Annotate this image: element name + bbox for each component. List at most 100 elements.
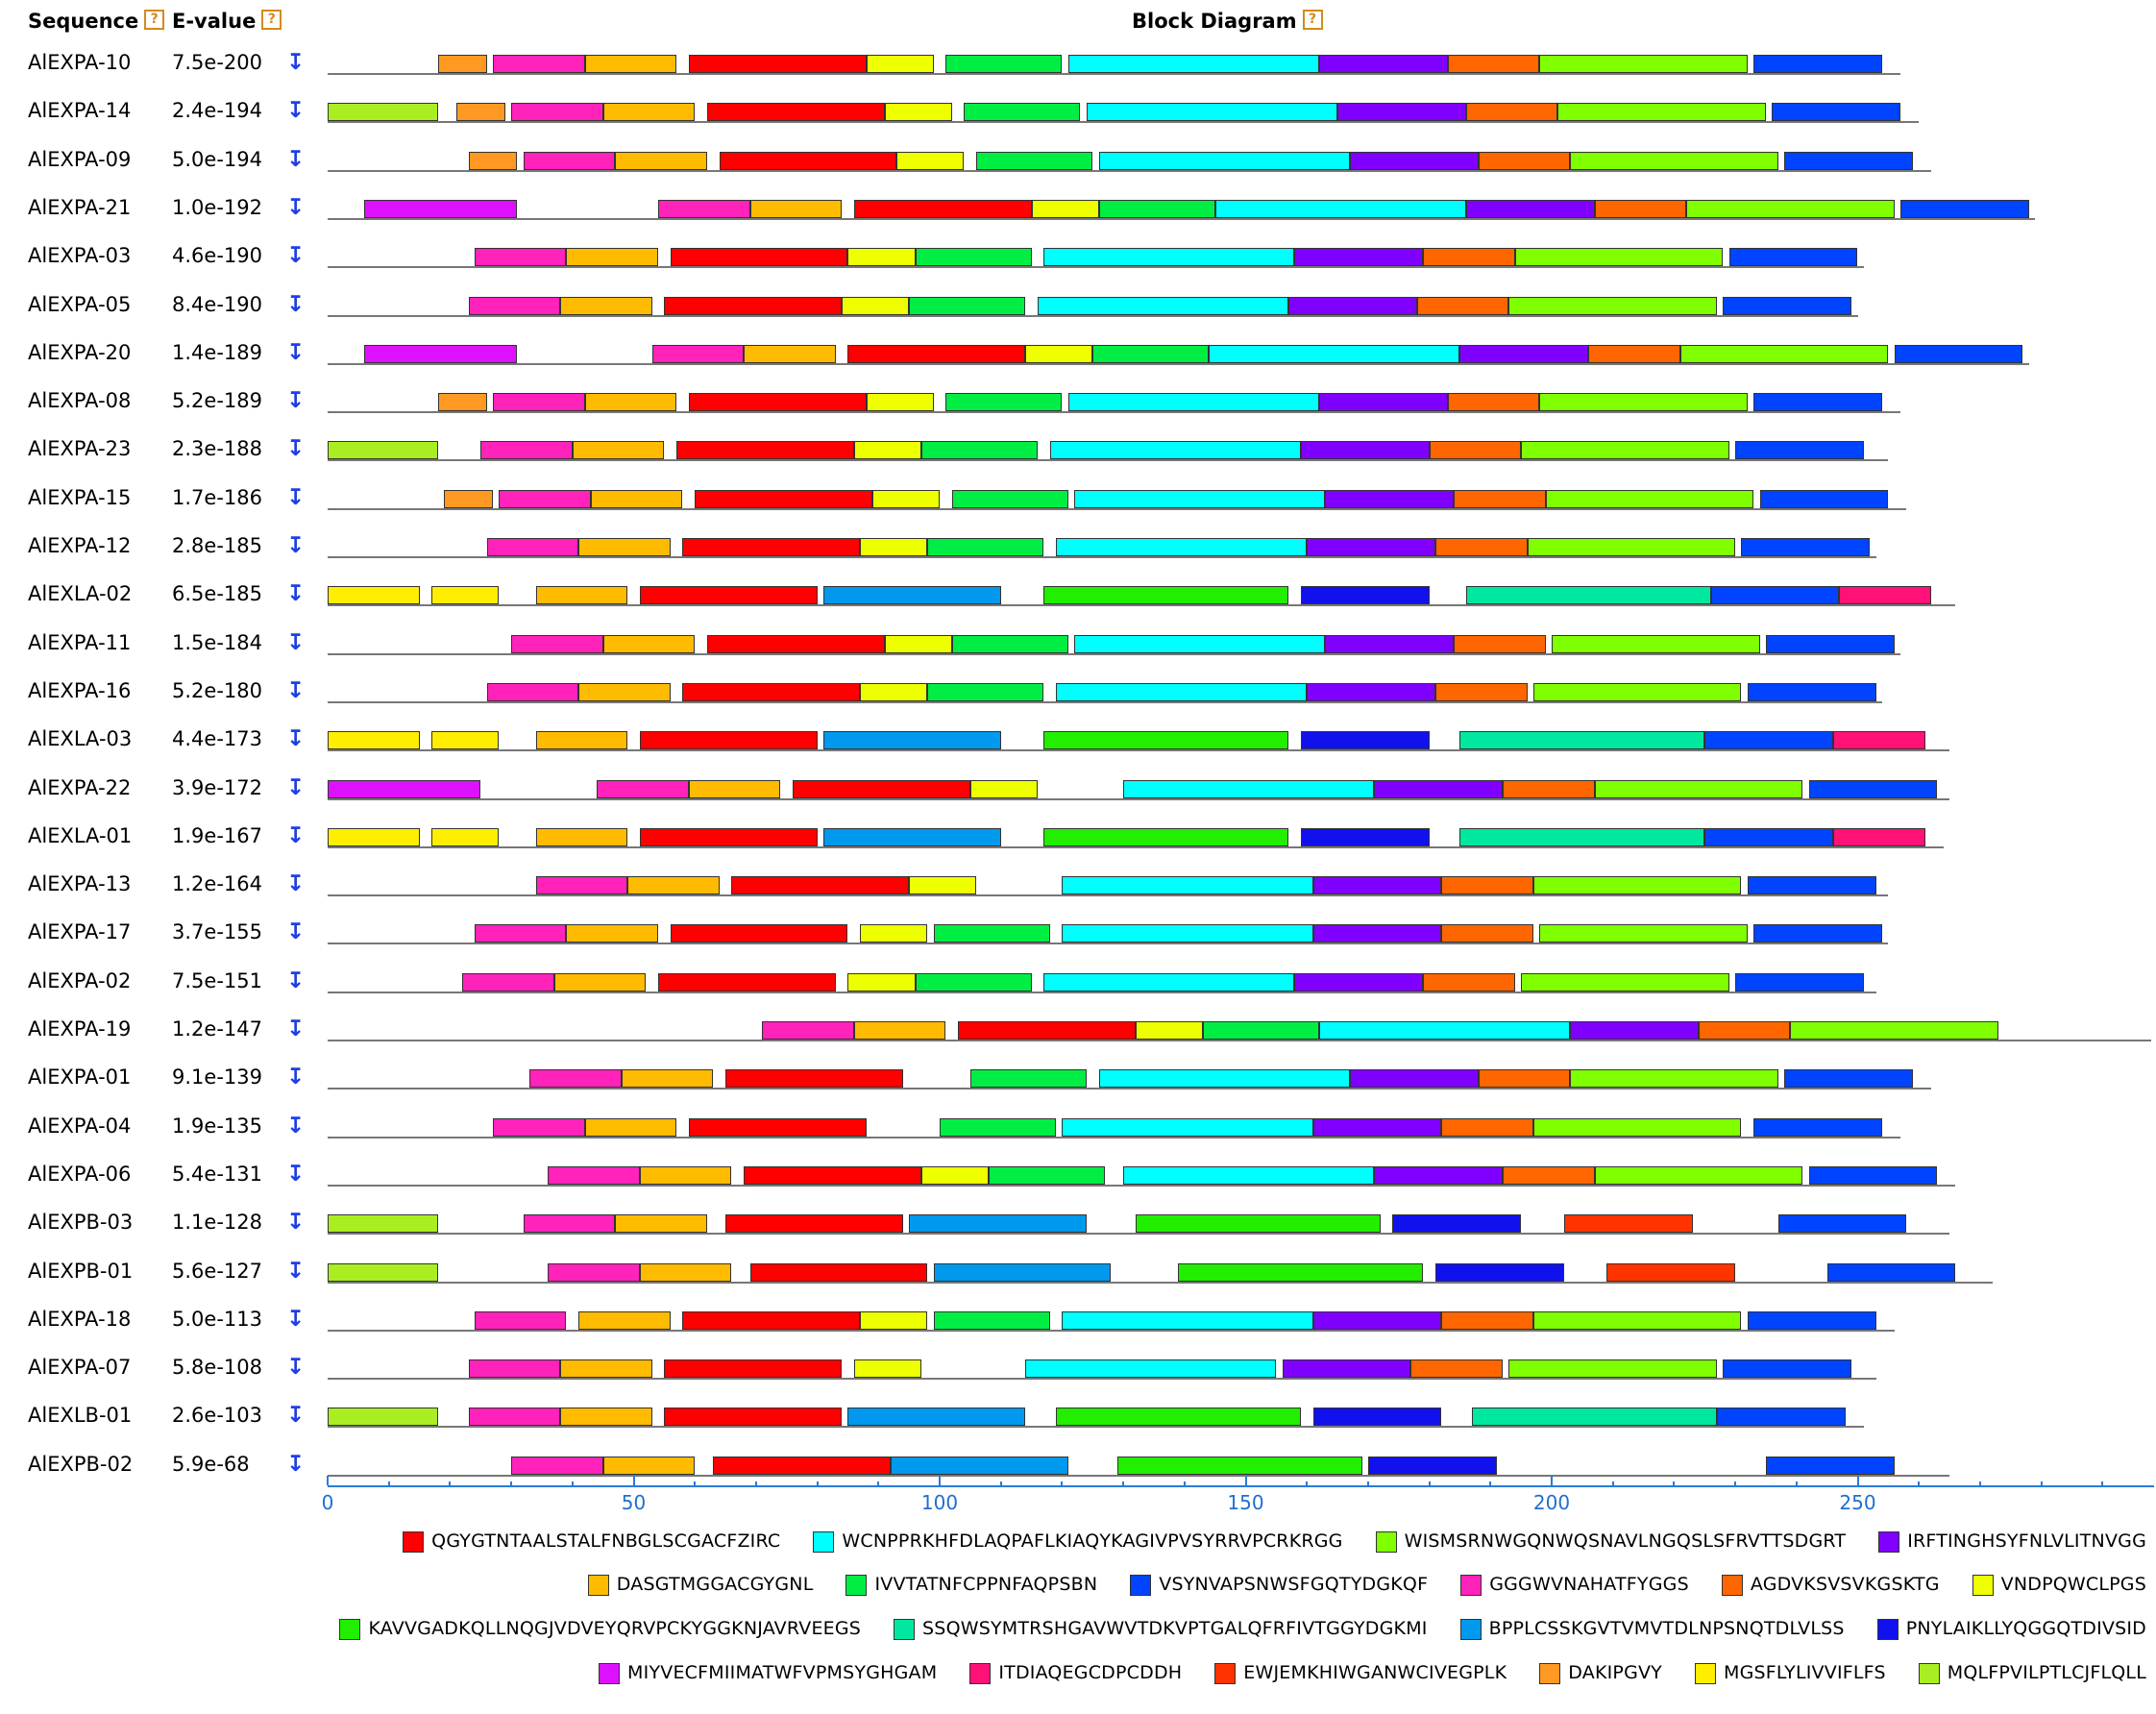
motif-block[interactable] — [1900, 199, 2029, 218]
motif-block[interactable] — [602, 1456, 696, 1475]
motif-block[interactable] — [951, 489, 1068, 508]
motif-block[interactable] — [725, 1069, 903, 1089]
motif-block[interactable] — [1741, 538, 1871, 556]
motif-block[interactable] — [688, 55, 867, 73]
motif-block[interactable] — [1478, 1069, 1571, 1089]
motif-block[interactable] — [1508, 1359, 1717, 1379]
motif-block[interactable] — [860, 538, 928, 556]
motif-block[interactable] — [480, 441, 573, 460]
motif-block[interactable] — [1056, 538, 1308, 556]
motif-block[interactable] — [590, 489, 683, 508]
motif-block[interactable] — [1434, 538, 1528, 556]
motif-block[interactable] — [328, 441, 438, 460]
motif-block[interactable] — [1043, 248, 1295, 267]
motif-block[interactable] — [1686, 199, 1895, 218]
motif-block[interactable] — [860, 682, 928, 701]
motif-block[interactable] — [578, 1310, 671, 1330]
motif-block[interactable] — [1074, 489, 1326, 508]
motif-block[interactable] — [731, 876, 910, 895]
motif-block[interactable] — [1392, 1214, 1522, 1234]
motif-block[interactable] — [1594, 199, 1687, 218]
motif-block[interactable] — [964, 103, 1081, 122]
motif-block[interactable] — [1049, 441, 1301, 460]
motif-block[interactable] — [468, 151, 518, 170]
motif-block[interactable] — [548, 1262, 640, 1282]
motif-block[interactable] — [1416, 296, 1509, 315]
motif-block[interactable] — [1454, 489, 1546, 508]
motif-block[interactable] — [688, 1117, 867, 1137]
motif-block[interactable] — [1294, 248, 1424, 267]
motif-block[interactable] — [1563, 1214, 1693, 1234]
motif-block[interactable] — [1454, 634, 1546, 653]
motif-block[interactable] — [915, 972, 1032, 992]
download-arrow-icon[interactable]: ↧ — [286, 484, 306, 510]
motif-block[interactable] — [474, 248, 567, 267]
motif-block[interactable] — [853, 1359, 921, 1379]
motif-block[interactable] — [1679, 344, 1889, 363]
motif-block[interactable] — [860, 924, 928, 943]
motif-block[interactable] — [468, 296, 561, 315]
motif-block[interactable] — [328, 1262, 438, 1282]
motif-block[interactable] — [1459, 731, 1705, 750]
motif-block[interactable] — [670, 924, 848, 943]
motif-block[interactable] — [682, 1310, 861, 1330]
motif-block[interactable] — [1043, 827, 1289, 846]
motif-block[interactable] — [1410, 1359, 1504, 1379]
motif-block[interactable] — [455, 103, 505, 122]
motif-block[interactable] — [1465, 586, 1711, 605]
motif-block[interactable] — [492, 1117, 585, 1137]
motif-block[interactable] — [847, 344, 1026, 363]
motif-block[interactable] — [657, 972, 836, 992]
download-arrow-icon[interactable]: ↧ — [286, 629, 306, 655]
motif-block[interactable] — [744, 1165, 921, 1185]
motif-block[interactable] — [584, 1117, 677, 1137]
motif-block[interactable] — [1294, 972, 1424, 992]
motif-block[interactable] — [866, 55, 934, 73]
download-arrow-icon[interactable]: ↧ — [286, 1161, 306, 1187]
motif-block[interactable] — [1532, 1310, 1742, 1330]
motif-block[interactable] — [1545, 489, 1754, 508]
motif-block[interactable] — [1037, 296, 1289, 315]
motif-block[interactable] — [1772, 103, 1901, 122]
motif-block[interactable] — [1043, 586, 1289, 605]
motif-block[interactable] — [627, 876, 720, 895]
motif-block[interactable] — [566, 924, 658, 943]
motif-block[interactable] — [682, 682, 861, 701]
motif-block[interactable] — [431, 731, 500, 750]
motif-block[interactable] — [945, 55, 1063, 73]
motif-block[interactable] — [1349, 151, 1479, 170]
motif-block[interactable] — [719, 151, 897, 170]
motif-block[interactable] — [639, 731, 818, 750]
motif-block[interactable] — [1459, 344, 1589, 363]
motif-block[interactable] — [1374, 779, 1504, 798]
download-arrow-icon[interactable]: ↧ — [286, 146, 306, 172]
motif-block[interactable] — [1434, 682, 1528, 701]
motif-block[interactable] — [615, 151, 707, 170]
motif-block[interactable] — [1465, 199, 1595, 218]
motif-block[interactable] — [468, 1359, 561, 1379]
motif-block[interactable] — [1557, 103, 1766, 122]
motif-block[interactable] — [1086, 103, 1338, 122]
motif-block[interactable] — [1123, 779, 1375, 798]
block-diagram-help-icon[interactable]: ? — [1302, 10, 1323, 30]
motif-block[interactable] — [1790, 1021, 1998, 1040]
motif-block[interactable] — [927, 538, 1044, 556]
download-arrow-icon[interactable]: ↧ — [286, 1451, 306, 1477]
motif-block[interactable] — [688, 779, 781, 798]
motif-block[interactable] — [364, 199, 518, 218]
motif-block[interactable] — [749, 199, 843, 218]
motif-block[interactable] — [492, 393, 585, 412]
motif-block[interactable] — [1209, 344, 1460, 363]
motif-block[interactable] — [884, 103, 952, 122]
motif-block[interactable] — [1062, 924, 1313, 943]
motif-block[interactable] — [871, 489, 940, 508]
motif-block[interactable] — [1098, 199, 1215, 218]
motif-block[interactable] — [1312, 924, 1442, 943]
motif-block[interactable] — [664, 1408, 843, 1427]
motif-block[interactable] — [578, 538, 671, 556]
download-arrow-icon[interactable]: ↧ — [286, 871, 306, 897]
motif-block[interactable] — [1594, 1165, 1803, 1185]
motif-block[interactable] — [535, 586, 628, 605]
motif-block[interactable] — [474, 1310, 567, 1330]
motif-block[interactable] — [1062, 1310, 1313, 1330]
